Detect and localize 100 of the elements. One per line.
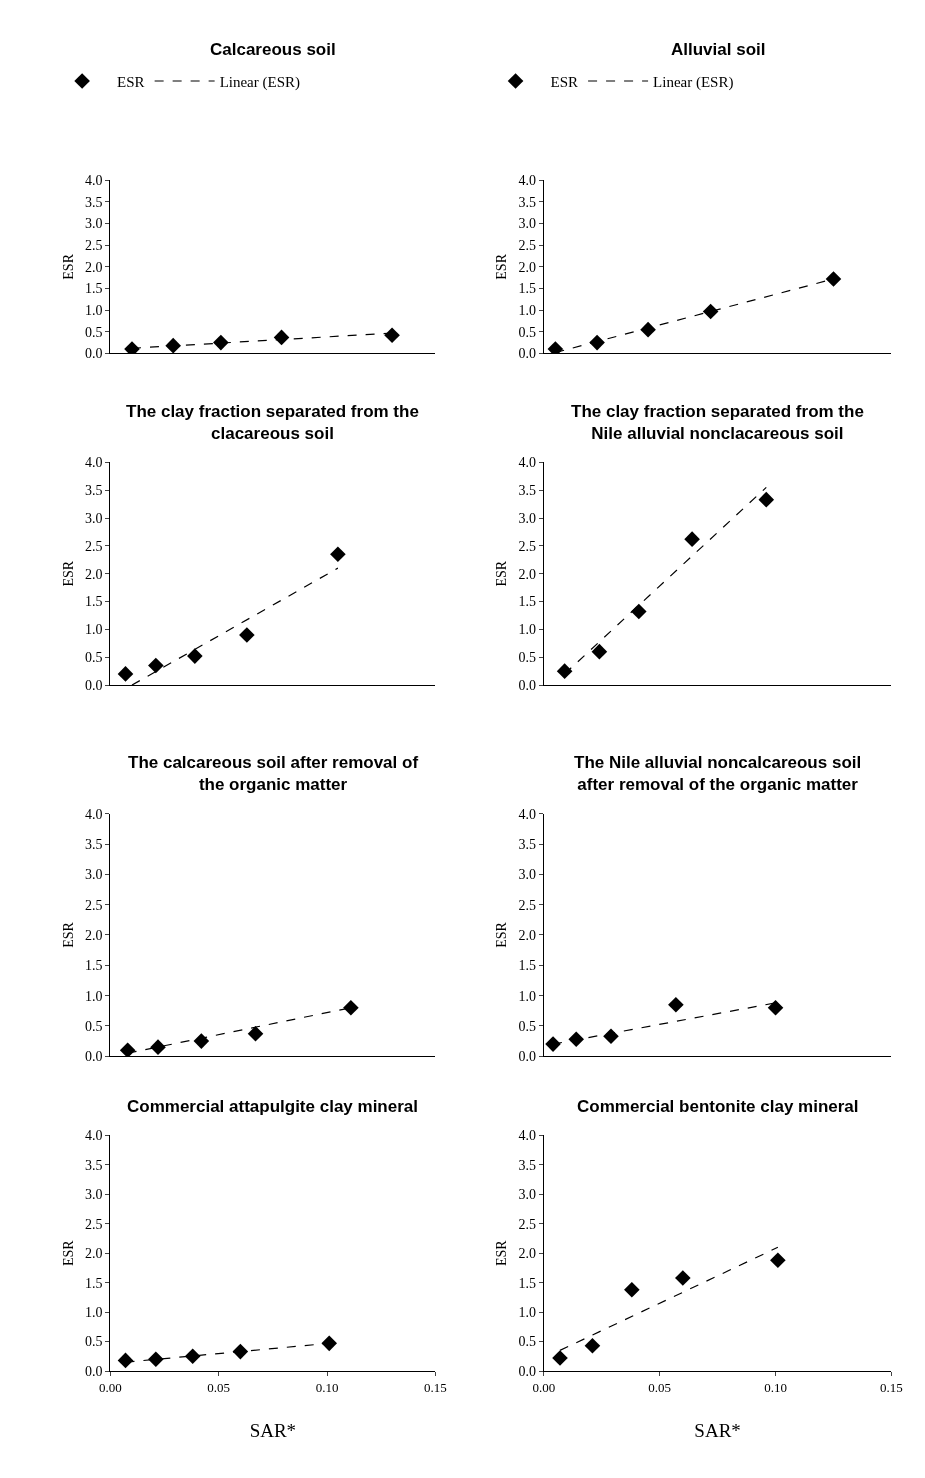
- chart-title: Calcareous soil: [210, 40, 336, 59]
- y-tick-label: 3.0: [85, 867, 103, 883]
- y-tick-label: 3.0: [518, 510, 536, 526]
- point: [239, 627, 255, 643]
- y-tick-label: 1.0: [85, 303, 103, 319]
- y-tick-label: 4.0: [518, 806, 536, 822]
- point: [603, 1028, 619, 1045]
- chart-title: The clay fraction separated from the clacareous soil: [126, 402, 419, 444]
- y-tick-label: 1.0: [85, 1305, 103, 1321]
- x-tick-label: 0.10: [764, 1379, 787, 1395]
- point: [591, 643, 608, 660]
- legend-label: ESR: [117, 73, 145, 90]
- y-tick-label: 3.0: [85, 216, 103, 232]
- y-tick-label: 0.0: [518, 677, 536, 693]
- x-tick-label: 0.15: [880, 1379, 903, 1395]
- point: [624, 1281, 640, 1298]
- point: [556, 663, 573, 679]
- y-tick-label: 1.0: [518, 303, 536, 319]
- y-tick-label: 3.0: [85, 510, 103, 526]
- x-tick-label: 0.00: [532, 1379, 556, 1395]
- y-tick-label: 4.0: [518, 173, 536, 189]
- y-tick-label: 1.5: [518, 281, 536, 297]
- y-tick-label: 0.5: [85, 650, 103, 666]
- point: [184, 1348, 201, 1365]
- y-tick-label: 3.5: [85, 836, 103, 852]
- y-axis-title: ESR: [60, 560, 76, 587]
- point: [547, 341, 564, 354]
- y-tick-label: 0.0: [85, 346, 103, 362]
- y-axis-title: ESR: [494, 1239, 510, 1267]
- y-tick-label: 3.5: [85, 1157, 103, 1173]
- y-tick-label: 2.5: [518, 538, 536, 554]
- y-tick-label: 0.5: [85, 1334, 103, 1350]
- point: [640, 321, 656, 338]
- x-tick-label: 0.10: [315, 1379, 339, 1395]
- point: [187, 648, 203, 664]
- y-tick-label: 2.5: [85, 538, 103, 554]
- y-tick-label: 4.0: [518, 455, 536, 471]
- y-tick-label: 2.0: [85, 1246, 103, 1262]
- y-tick-label: 1.5: [518, 1275, 536, 1291]
- y-tick-label: 0.5: [518, 1334, 536, 1350]
- y-tick-label: 4.0: [85, 1128, 103, 1144]
- y-tick-label: 3.5: [518, 836, 536, 852]
- y-axis-title: ESR: [60, 253, 76, 280]
- y-tick-label: 4.0: [518, 1128, 536, 1144]
- y-tick-label: 0.0: [518, 1049, 536, 1065]
- y-tick-label: 1.0: [518, 988, 536, 1004]
- y-axis-title: ESR: [494, 921, 510, 948]
- y-tick-label: 0.5: [85, 1018, 103, 1034]
- legend-label: ESR: [550, 73, 579, 90]
- y-tick-label: 0.0: [518, 346, 536, 362]
- chart-title: The Nile alluvial noncalcareous soil after removal of the organic matter: [574, 753, 862, 795]
- y-tick-label: 1.5: [85, 1275, 103, 1291]
- y-tick-label: 1.5: [85, 594, 103, 610]
- point: [825, 271, 842, 287]
- y-tick-label: 2.0: [518, 927, 536, 943]
- point: [675, 1270, 691, 1286]
- point: [770, 1252, 786, 1269]
- y-tick-label: 2.5: [518, 1216, 536, 1232]
- y-tick-label: 1.5: [518, 594, 536, 610]
- x-tick-label: 0.05: [207, 1379, 231, 1395]
- y-tick-label: 0.5: [85, 324, 103, 340]
- point: [148, 1351, 164, 1368]
- point: [343, 999, 359, 1016]
- y-tick-label: 3.5: [518, 194, 536, 210]
- point: [767, 999, 784, 1016]
- y-tick-label: 3.5: [518, 483, 536, 499]
- y-tick-label: 2.5: [85, 238, 103, 254]
- chart-title: The clay fraction separated from the Nile alluvial nonclacareous soil: [571, 402, 864, 444]
- y-tick-label: 2.0: [85, 259, 103, 275]
- y-tick-label: 0.5: [518, 324, 536, 340]
- y-axis-title: ESR: [494, 253, 510, 280]
- y-tick-label: 0.5: [518, 650, 536, 666]
- y-tick-label: 1.5: [518, 958, 536, 974]
- y-tick-label: 4.0: [85, 806, 103, 822]
- y-tick-label: 3.5: [85, 483, 103, 499]
- y-tick-label: 0.0: [85, 1363, 103, 1379]
- point: [668, 996, 684, 1013]
- y-tick-label: 1.5: [85, 281, 103, 297]
- y-tick-label: 3.5: [518, 1157, 536, 1173]
- y-tick-label: 1.5: [85, 958, 103, 974]
- x-tick-label: 0.00: [98, 1379, 122, 1395]
- x-tick-label: 0.05: [648, 1379, 672, 1395]
- point: [247, 1026, 264, 1042]
- y-tick-label: 2.0: [518, 566, 536, 582]
- y-tick-label: 1.0: [85, 988, 103, 1004]
- point: [321, 1335, 338, 1352]
- y-tick-label: 3.0: [518, 216, 536, 232]
- y-tick-label: 0.0: [518, 1363, 536, 1379]
- x-axis-title: SAR*: [249, 1420, 297, 1442]
- point: [758, 491, 775, 508]
- y-tick-label: 3.0: [85, 1187, 103, 1203]
- point: [584, 1337, 601, 1354]
- point: [193, 1033, 210, 1049]
- chart-title: The calcareous soil after removal of the organic matter: [128, 753, 419, 795]
- y-tick-label: 0.0: [85, 677, 103, 693]
- y-tick-label: 0.5: [518, 1018, 536, 1034]
- chart-title: Alluvial soil: [671, 40, 766, 59]
- y-tick-label: 1.0: [518, 622, 536, 638]
- y-tick-label: 2.5: [518, 238, 536, 254]
- y-tick-label: 4.0: [85, 173, 103, 189]
